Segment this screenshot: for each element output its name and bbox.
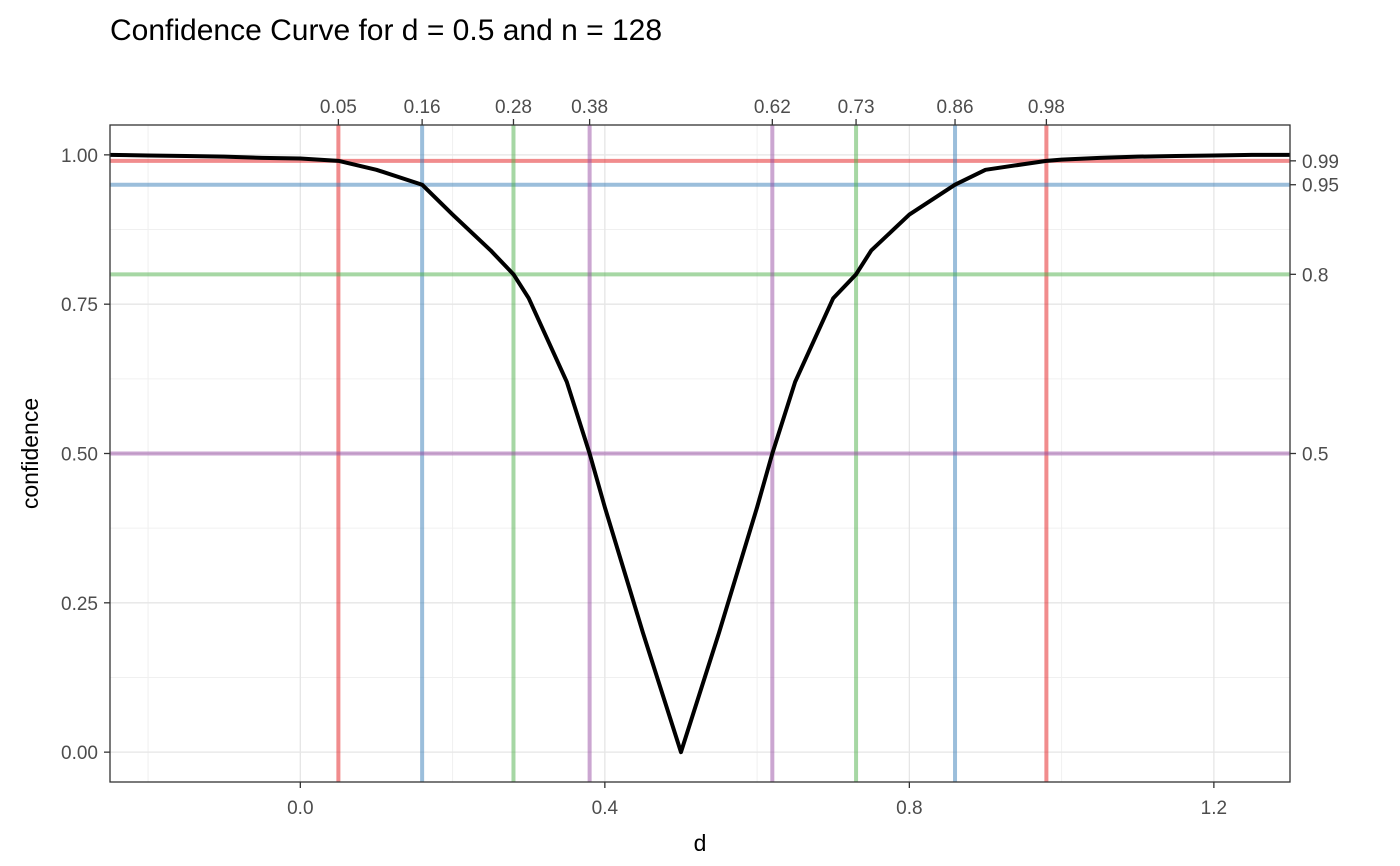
confidence-curve bbox=[109, 152, 1290, 755]
x-tick-label: 0.4 bbox=[592, 798, 619, 819]
x-tick-label: 0.8 bbox=[896, 798, 922, 819]
y-tick-label: 0.75 bbox=[61, 295, 98, 316]
y-tick-label: 0.25 bbox=[61, 594, 98, 615]
right-tick-label: 0.95 bbox=[1302, 176, 1339, 197]
right-tick-label: 0.5 bbox=[1302, 445, 1328, 466]
y-axis-title: confidence bbox=[17, 398, 43, 509]
top-tick-label: 0.28 bbox=[495, 97, 532, 118]
x-tick-label: 1.2 bbox=[1201, 798, 1227, 819]
y-tick-label: 0.50 bbox=[61, 445, 98, 466]
x-axis-title: d bbox=[694, 830, 707, 856]
top-tick-label: 0.62 bbox=[754, 97, 791, 118]
top-tick-label: 0.73 bbox=[838, 97, 875, 118]
top-tick-label: 0.98 bbox=[1028, 97, 1065, 118]
curve-layer bbox=[109, 152, 1290, 755]
axes: 0.0 0.4 0.8 1.2 0.00 0.25 0.50 0.75 1.00 0.05 0.16… bbox=[61, 97, 1339, 819]
y-tick-label: 0.00 bbox=[61, 743, 98, 764]
x-tick-label: 0.0 bbox=[287, 798, 313, 819]
y-tick-label: 1.00 bbox=[61, 146, 98, 167]
top-tick-label: 0.86 bbox=[937, 97, 974, 118]
top-tick-label: 0.16 bbox=[404, 97, 441, 118]
chart-title: Confidence Curve for d = 0.5 and n = 128 bbox=[110, 14, 662, 47]
top-tick-label: 0.05 bbox=[320, 97, 357, 118]
top-tick-label: 0.38 bbox=[571, 97, 608, 118]
right-tick-label: 0.8 bbox=[1302, 265, 1328, 286]
right-tick-label: 0.99 bbox=[1302, 152, 1339, 173]
